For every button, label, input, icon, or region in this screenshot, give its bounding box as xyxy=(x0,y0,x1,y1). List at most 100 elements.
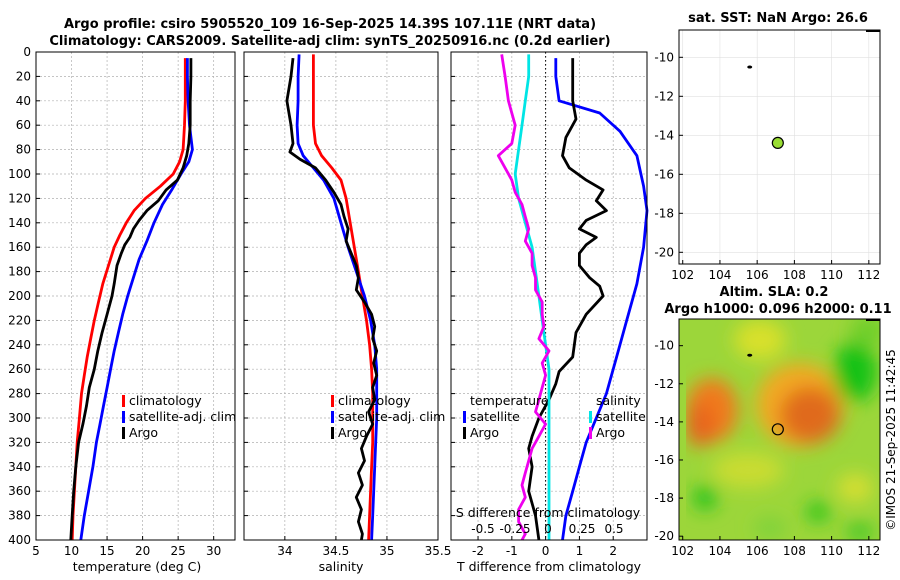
x-tick-label: 0 xyxy=(542,544,550,558)
depth-tick-label: 160 xyxy=(8,240,31,254)
legend-swatch-satellite xyxy=(122,411,125,423)
s-tick-label: 0.5 xyxy=(604,522,623,536)
legend-label-satellite: satellite-adj. clim xyxy=(338,409,445,424)
island-marker xyxy=(747,65,753,69)
map-y-tick-label: -18 xyxy=(654,491,674,505)
legend-swatch-s-argo xyxy=(589,427,592,439)
series-line-t-argo xyxy=(527,58,608,541)
legend-label-climatology: climatology xyxy=(129,393,202,408)
island-marker xyxy=(747,353,753,357)
argo-location-marker xyxy=(771,136,784,150)
map-x-tick-label: 108 xyxy=(783,268,806,282)
map-frame xyxy=(678,318,881,541)
series-line-climatology xyxy=(70,58,187,541)
x-tick-label: -2 xyxy=(472,544,484,558)
x-tick-label: 20 xyxy=(135,544,150,558)
plot-frame xyxy=(450,51,648,541)
map-y-tick-label: -18 xyxy=(654,206,674,220)
x-tick-label: 10 xyxy=(64,544,79,558)
x-tick-label: 15 xyxy=(99,544,114,558)
map-y-tick-label: -16 xyxy=(654,453,674,467)
sst-map: 102 104 106 108 110 112 -10 -12 -14 -16 -18 -20 xyxy=(654,29,881,282)
map-y-tick-label: -12 xyxy=(654,89,674,103)
sst-map-title: sat. SST: NaN Argo: 26.6 xyxy=(688,11,868,26)
depth-tick-label: 300 xyxy=(8,411,31,425)
series-line-satellite-adj-clim xyxy=(295,54,379,541)
depth-tick-label: 360 xyxy=(8,484,31,498)
depth-tick-label: 140 xyxy=(8,216,31,230)
legend-title-salinity: salinity xyxy=(596,393,641,408)
series-line-satellite-adj-clim xyxy=(79,58,194,541)
map-x-tick-label: 112 xyxy=(857,544,880,558)
map-y-tick-label: -20 xyxy=(654,245,674,259)
x-tick-label: -1 xyxy=(506,544,518,558)
salinity-legend: climatology satellite-adj. clim Argo xyxy=(331,393,445,440)
series-line-s-argo xyxy=(496,54,551,541)
plot-frame xyxy=(35,51,236,541)
legend-swatch-t-satellite xyxy=(463,411,466,423)
sla-map: 102 104 106 108 110 112 -10 -12 -14 -16 -18 -20 xyxy=(654,318,881,558)
map-y-tick-label: -16 xyxy=(654,167,674,181)
depth-tick-label: 60 xyxy=(16,118,31,132)
legend-label-argo: Argo xyxy=(129,425,158,440)
map-x-tick-label: 102 xyxy=(671,268,694,282)
depth-tick-label: 240 xyxy=(8,338,31,352)
argo-location-marker xyxy=(771,423,784,436)
map-y-tick-label: -14 xyxy=(654,128,674,142)
legend-label-t-satellite: satellite xyxy=(470,409,520,424)
depth-tick-label: 120 xyxy=(8,191,31,205)
depth-tick-label: 80 xyxy=(16,143,31,157)
depth-tick-label: 400 xyxy=(8,533,31,547)
series-line-argo xyxy=(285,57,379,541)
x-tick-label: 30 xyxy=(206,544,221,558)
depth-tick-label: 220 xyxy=(8,313,31,327)
temperature-legend: climatology satellite-adj. clim Argo xyxy=(122,393,236,440)
x-tick-label: 1 xyxy=(576,544,584,558)
sla-map-title-2: Argo h1000: 0.096 h2000: 0.11 xyxy=(664,302,891,317)
x-tick-label: 35 xyxy=(379,544,394,558)
legend-label-s-argo: Argo xyxy=(596,425,625,440)
title-line-1: Argo profile: csiro 5905520_109 16-Sep-2… xyxy=(64,17,596,32)
map-y-tick-label: -10 xyxy=(654,339,674,353)
x-tick-label: 34 xyxy=(277,544,292,558)
map-y-tick-label: -20 xyxy=(654,529,674,543)
depth-tick-label: 340 xyxy=(8,460,31,474)
series-line-t-satellite xyxy=(554,58,649,541)
map-x-tick-label: 110 xyxy=(820,544,843,558)
legend-swatch-argo xyxy=(122,427,125,439)
map-y-tick-label: -14 xyxy=(654,415,674,429)
legend-swatch-argo xyxy=(331,427,334,439)
difference-legend: temperature satellite Argo salinity sate… xyxy=(463,393,646,440)
depth-tick-label: 0 xyxy=(23,45,31,59)
title-line-2: Climatology: CARS2009. Satellite-adj cli… xyxy=(49,34,610,49)
temperature-panel: 0 20 40 60 80 100 120 140 160 180 200 220 240 260 280 3… xyxy=(8,45,236,558)
map-x-tick-label: 108 xyxy=(783,544,806,558)
legend-swatch-s-satellite xyxy=(589,411,592,423)
plot-frame xyxy=(243,51,439,541)
salinity-panel: 34 34.5 35 35.5 xyxy=(243,51,451,558)
map-x-tick-label: 104 xyxy=(708,544,731,558)
map-x-tick-label: 104 xyxy=(708,268,731,282)
s-tick-label: 0.25 xyxy=(569,522,596,536)
depth-tick-label: 280 xyxy=(8,387,31,401)
sla-map-title-1: Altim. SLA: 0.2 xyxy=(720,285,829,300)
map-y-tick-label: -12 xyxy=(654,377,674,391)
depth-tick-label: 260 xyxy=(8,362,31,376)
legend-swatch-climatology xyxy=(331,395,334,407)
s-difference-ticks: -0.5 -0.25 0 0.25 0.5 xyxy=(471,522,623,536)
depth-tick-label: 20 xyxy=(16,69,31,83)
legend-label-climatology: climatology xyxy=(338,393,411,408)
sla-heatmap-field xyxy=(679,319,880,540)
difference-panel: -2 -1 0 1 2 xyxy=(450,51,649,558)
legend-label-s-satellite: satellite xyxy=(596,409,646,424)
legend-label-satellite: satellite-adj. clim xyxy=(129,409,236,424)
x-tick-label: 5 xyxy=(32,544,40,558)
map-x-tick-label: 110 xyxy=(820,268,843,282)
legend-swatch-satellite xyxy=(331,411,334,423)
legend-title-temperature: temperature xyxy=(470,393,549,408)
x-tick-label: 25 xyxy=(171,544,186,558)
imos-timestamp: ©IMOS 21-Sep-2025 11:42:45 xyxy=(884,349,898,531)
map-x-tick-label: 106 xyxy=(746,544,769,558)
legend-label-argo: Argo xyxy=(338,425,367,440)
